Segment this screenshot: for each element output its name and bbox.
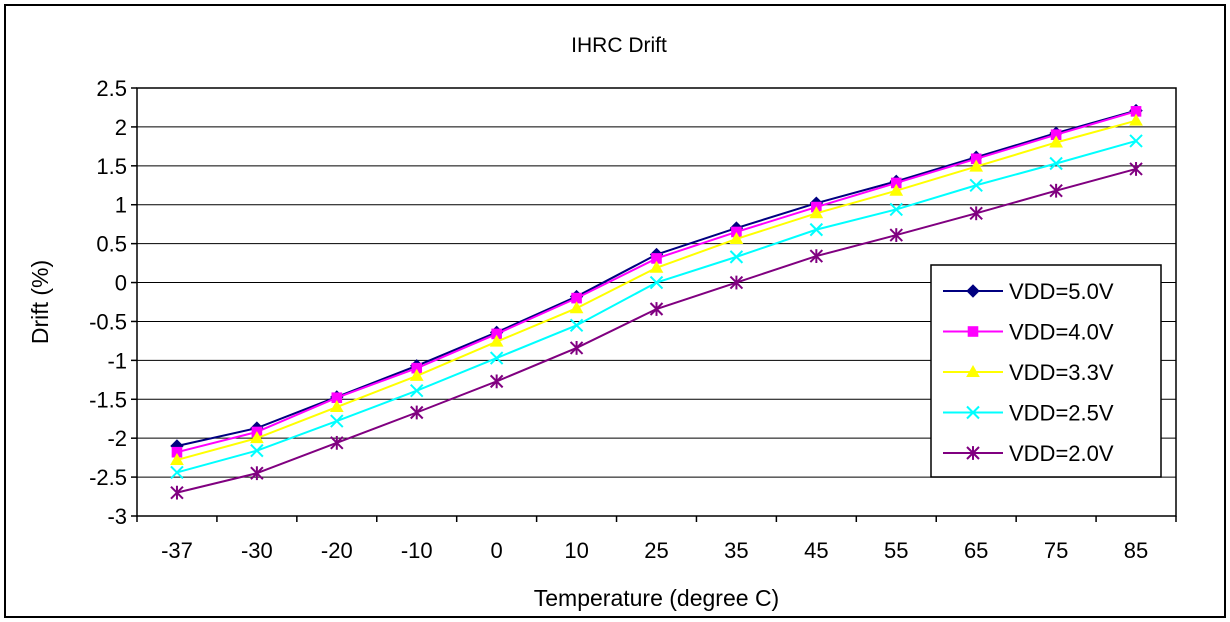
legend-label: VDD=5.0V bbox=[1009, 279, 1114, 304]
y-tick-label: 1.5 bbox=[96, 154, 127, 179]
data-point-marker bbox=[969, 206, 983, 221]
data-point-marker bbox=[569, 301, 584, 314]
x-tick-label: 65 bbox=[964, 538, 988, 563]
data-point-marker bbox=[649, 302, 664, 316]
series-vdd-2-5v bbox=[170, 134, 1143, 480]
data-point-marker bbox=[1129, 113, 1143, 126]
data-point-marker bbox=[809, 222, 824, 237]
y-tick-label: -2.5 bbox=[89, 465, 127, 490]
legend-label: VDD=2.0V bbox=[1009, 441, 1114, 466]
x-tick-label: -37 bbox=[161, 538, 193, 563]
series-vdd-4-0v bbox=[171, 106, 1142, 458]
data-point-marker bbox=[966, 446, 980, 460]
x-tick-label: 0 bbox=[491, 538, 503, 563]
y-tick-label: -1.5 bbox=[89, 387, 127, 412]
data-point-marker bbox=[1129, 162, 1143, 176]
chart-title: IHRC Drift bbox=[571, 34, 667, 57]
data-point-marker bbox=[969, 159, 984, 172]
data-point-marker bbox=[569, 341, 584, 355]
data-point-marker bbox=[250, 443, 264, 458]
series-vdd-3-3v bbox=[170, 113, 1143, 465]
data-point-marker bbox=[966, 284, 980, 298]
y-tick-label: -0.5 bbox=[89, 309, 127, 334]
x-tick-label: 45 bbox=[804, 538, 828, 563]
data-point-marker bbox=[329, 400, 344, 413]
data-point-marker bbox=[649, 260, 664, 273]
data-point-marker bbox=[330, 414, 344, 428]
data-point-marker bbox=[170, 485, 184, 500]
x-tick-label: -30 bbox=[241, 538, 273, 563]
data-point-marker bbox=[1049, 135, 1063, 148]
data-point-marker bbox=[966, 405, 980, 420]
y-tick-label: 2.5 bbox=[96, 76, 127, 101]
legend-item: VDD=5.0V bbox=[943, 279, 1114, 304]
data-point-marker bbox=[1049, 156, 1063, 171]
y-tick-label: -2 bbox=[107, 426, 127, 451]
data-point-marker bbox=[809, 249, 824, 263]
legend-label: VDD=3.3V bbox=[1009, 360, 1114, 385]
y-tick-label: 1 bbox=[115, 193, 127, 218]
plot-area bbox=[136, 87, 1177, 517]
data-point-marker bbox=[1129, 134, 1143, 148]
x-tick-label: -20 bbox=[321, 538, 353, 563]
legend-item: VDD=2.5V bbox=[943, 401, 1114, 426]
data-point-marker bbox=[410, 405, 424, 420]
data-point-marker bbox=[729, 275, 744, 290]
data-point-marker bbox=[729, 250, 744, 264]
data-point-marker bbox=[409, 368, 424, 381]
data-point-marker bbox=[330, 435, 344, 450]
x-tick-label: -10 bbox=[401, 538, 433, 563]
series-layer bbox=[170, 103, 1143, 500]
y-tick-label: 0.5 bbox=[96, 232, 127, 257]
legend-item: VDD=4.0V bbox=[943, 320, 1114, 345]
data-point-marker bbox=[967, 326, 979, 337]
data-point-marker bbox=[889, 228, 903, 242]
x-axis-ticks: -37 -30 -20 -10 0 10 25 35 45 55 65 75 85 bbox=[136, 516, 1177, 563]
y-tick-label: -3 bbox=[107, 504, 127, 529]
x-tick-label: 35 bbox=[724, 538, 748, 563]
legend-label: VDD=2.5V bbox=[1009, 401, 1114, 426]
legend: VDD=5.0V VDD=4.0V VDD=3.3V VDD=2.5V VDD=2.0V bbox=[930, 264, 1162, 478]
y-tick-label: -1 bbox=[107, 348, 127, 373]
data-point-marker bbox=[889, 202, 903, 217]
y-axis-ticks: 2.5 2 1.5 1 0.5 0 -0.5 -1 -1.5 -2 -2.5 -3 bbox=[89, 76, 137, 529]
data-point-marker bbox=[250, 431, 264, 444]
data-point-marker bbox=[889, 183, 904, 196]
chart-frame: IHRC Drift 2.5 2 1.5 1 0.5 0 -0.5 -1 -1.5 -2 -2.5 -… bbox=[4, 4, 1226, 618]
x-tick-label: 75 bbox=[1044, 538, 1068, 563]
x-tick-label: 85 bbox=[1124, 538, 1148, 563]
data-point-marker bbox=[250, 466, 264, 481]
data-point-marker bbox=[569, 318, 584, 333]
x-tick-label: 55 bbox=[884, 538, 908, 563]
data-point-marker bbox=[649, 275, 664, 290]
data-point-marker bbox=[969, 178, 983, 192]
legend-item: VDD=2.0V bbox=[943, 441, 1114, 466]
data-point-marker bbox=[410, 384, 424, 398]
x-axis-label: Temperature (degree C) bbox=[534, 585, 779, 611]
legend-label: VDD=4.0V bbox=[1009, 320, 1114, 345]
series-vdd-2-0v bbox=[170, 162, 1143, 500]
data-point-marker bbox=[489, 351, 504, 365]
data-point-marker bbox=[809, 206, 824, 219]
data-point-marker bbox=[1049, 183, 1063, 198]
data-point-marker bbox=[170, 452, 184, 465]
x-tick-label: 10 bbox=[564, 538, 588, 563]
data-point-marker bbox=[489, 374, 504, 389]
line-chart: IHRC Drift 2.5 2 1.5 1 0.5 0 -0.5 -1 -1.5 -2 -2.5 -… bbox=[27, 34, 1177, 611]
data-point-marker bbox=[729, 231, 744, 244]
y-axis-label: Drift (%) bbox=[27, 260, 53, 344]
legend-item: VDD=3.3V bbox=[943, 360, 1114, 385]
data-point-marker bbox=[489, 334, 504, 347]
data-point-marker bbox=[966, 364, 980, 377]
y-tick-label: 2 bbox=[115, 115, 127, 140]
x-tick-label: 25 bbox=[644, 538, 668, 563]
y-tick-label: 0 bbox=[115, 271, 127, 296]
data-point-marker bbox=[170, 465, 184, 480]
